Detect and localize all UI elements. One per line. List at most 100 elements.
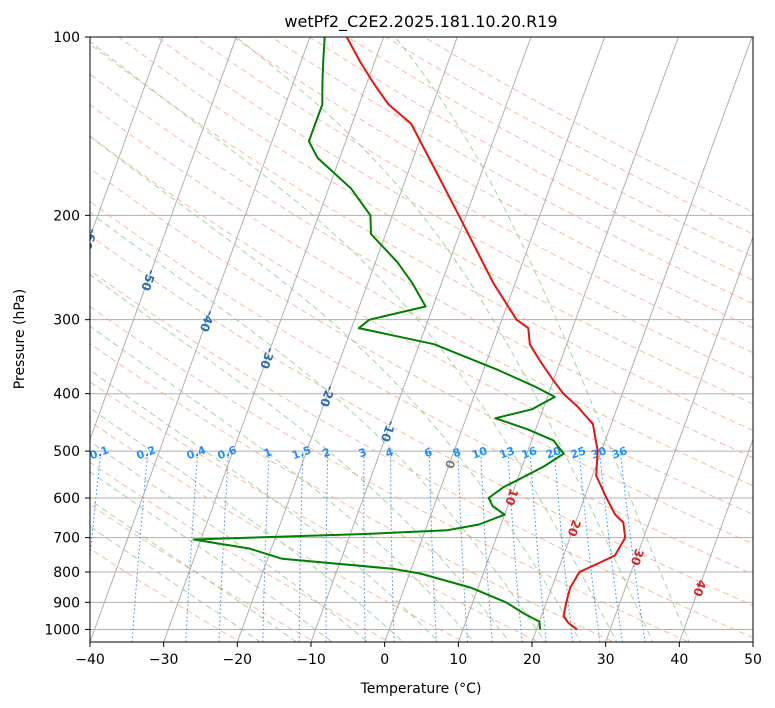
mixing-ratio-label: 0.6: [216, 443, 239, 462]
dewpoint-isotherm-label: 20: [565, 518, 584, 538]
moist-adiabat: [90, 407, 404, 642]
y-tick-label: 900: [53, 595, 80, 611]
dry-adiabat: [156, 37, 753, 379]
mixing-ratio-line: [619, 451, 646, 642]
isotherm: [605, 235, 753, 642]
isotherm: [457, 37, 679, 642]
isotherm: [236, 37, 458, 642]
moist-adiabat: [90, 440, 369, 642]
isotherm-label: -20: [317, 384, 338, 409]
moist-adiabat: [394, 37, 690, 642]
dewpoint-isotherm-label: 10: [502, 487, 521, 507]
dewpoint-isotherm-label: 40: [690, 578, 709, 598]
x-tick-label: −10: [296, 652, 326, 668]
axes-ticks: −40 −30 −20 −10 0 10 20 30 40 5010020030040050060…: [44, 30, 762, 668]
isotherm-label: -50: [138, 268, 159, 293]
moist-adiabat: [90, 325, 475, 642]
dry-adiabat: [90, 381, 540, 642]
y-tick-label: 1000: [44, 622, 80, 638]
mixing-ratio-line: [218, 451, 230, 642]
mixing-ratio-label: 1: [262, 445, 274, 460]
mixing-ratio-label: 2: [321, 445, 333, 460]
dry-adiabat: [90, 269, 753, 639]
mixing-ratio-label: 36: [610, 444, 629, 462]
x-tick-label: −20: [223, 652, 253, 668]
mixing-ratio-line: [298, 451, 304, 642]
in-plot-labels: 0.10.20.40.611.52346810131620253036-100-…: [79, 227, 709, 599]
y-tick-label: 200: [53, 208, 80, 224]
isotherm-label: -60: [79, 227, 100, 252]
isotherm: [163, 37, 385, 642]
mixing-ratio-line: [185, 451, 199, 642]
isotherm: [310, 37, 532, 642]
isotherm: [90, 37, 164, 239]
isotherms: [90, 37, 753, 642]
y-tick-label: 300: [53, 313, 80, 329]
mixing-ratio-line: [553, 451, 574, 642]
dewpoint-isotherm-label: 30: [628, 547, 647, 567]
y-tick-label: 400: [53, 387, 80, 403]
x-tick-label: −30: [149, 652, 179, 668]
profile-series: [192, 37, 627, 631]
x-tick-label: 40: [670, 652, 688, 668]
isotherm: [90, 37, 311, 642]
mixing-ratio-line: [131, 451, 149, 642]
mixing-ratio-label: 6: [422, 445, 434, 460]
chart-title: wetPf2_C2E2.2025.181.10.20.R19: [284, 12, 557, 32]
mixing-ratio-label: 10: [470, 444, 489, 462]
mixing-ratio-label: 16: [520, 444, 539, 462]
mixing-ratio-label: 4: [384, 445, 396, 460]
x-tick-label: −40: [75, 652, 105, 668]
mixing-ratio-label: 25: [569, 444, 588, 461]
mixing-ratio-line: [480, 451, 493, 642]
dry-adiabat: [90, 305, 690, 642]
mixing-ratio-line: [578, 451, 601, 642]
moist-adiabat: [90, 40, 618, 642]
moist-adiabat: [235, 37, 654, 642]
moist-adiabat: [90, 273, 510, 642]
isotherm-label: -10: [378, 419, 399, 444]
isotherm: [678, 437, 753, 642]
mixing-ratio-line: [262, 451, 270, 642]
mixing-ratio-line: [428, 451, 437, 642]
x-tick-label: 0: [380, 652, 389, 668]
y-tick-label: 500: [53, 444, 80, 460]
dry-adiabat: [90, 73, 753, 459]
mixing-ratio-lines: [90, 451, 646, 642]
dry-adiabat: [90, 234, 753, 607]
plot-frame: [89, 36, 754, 643]
dry-adiabat: [90, 200, 753, 575]
dry-adiabat: [90, 167, 753, 545]
mixing-ratio-line: [90, 451, 102, 562]
mixing-ratio-label: 0.4: [185, 443, 208, 462]
pressure-gridlines: [90, 37, 753, 630]
y-tick-label: 600: [53, 491, 80, 507]
isotherm: [90, 37, 237, 441]
isotherm-label: -40: [197, 309, 218, 334]
mixing-ratio-label: 30: [589, 444, 608, 462]
mixing-ratio-line: [599, 451, 623, 642]
x-tick-label: 10: [449, 652, 467, 668]
mixing-ratio-line: [390, 451, 395, 642]
dry-adiabat: [90, 548, 242, 642]
y-tick-label: 800: [53, 565, 80, 581]
mixing-ratio-label: 8: [451, 445, 463, 460]
dry-adiabat: [271, 37, 753, 305]
isotherm: [384, 37, 606, 642]
mixing-ratio-line: [457, 451, 469, 642]
x-tick-label: 20: [523, 652, 541, 668]
x-tick-label: 50: [744, 652, 762, 668]
mixing-ratio-label: 3: [357, 445, 369, 460]
temperature-profile-line: [345, 37, 627, 631]
dry-adiabat: [90, 343, 615, 642]
moist-adiabat: [90, 499, 298, 642]
dewpoint-profile-line: [192, 37, 565, 630]
mixing-ratio-line: [325, 451, 329, 642]
y-tick-label: 100: [53, 30, 80, 46]
isotherm-label: -30: [257, 346, 278, 371]
y-tick-label: 700: [53, 531, 80, 547]
y-axis-label: Pressure (hPa): [12, 289, 28, 389]
x-axis-label: Temperature (°C): [360, 681, 482, 697]
dry-adiabat: [90, 104, 753, 487]
